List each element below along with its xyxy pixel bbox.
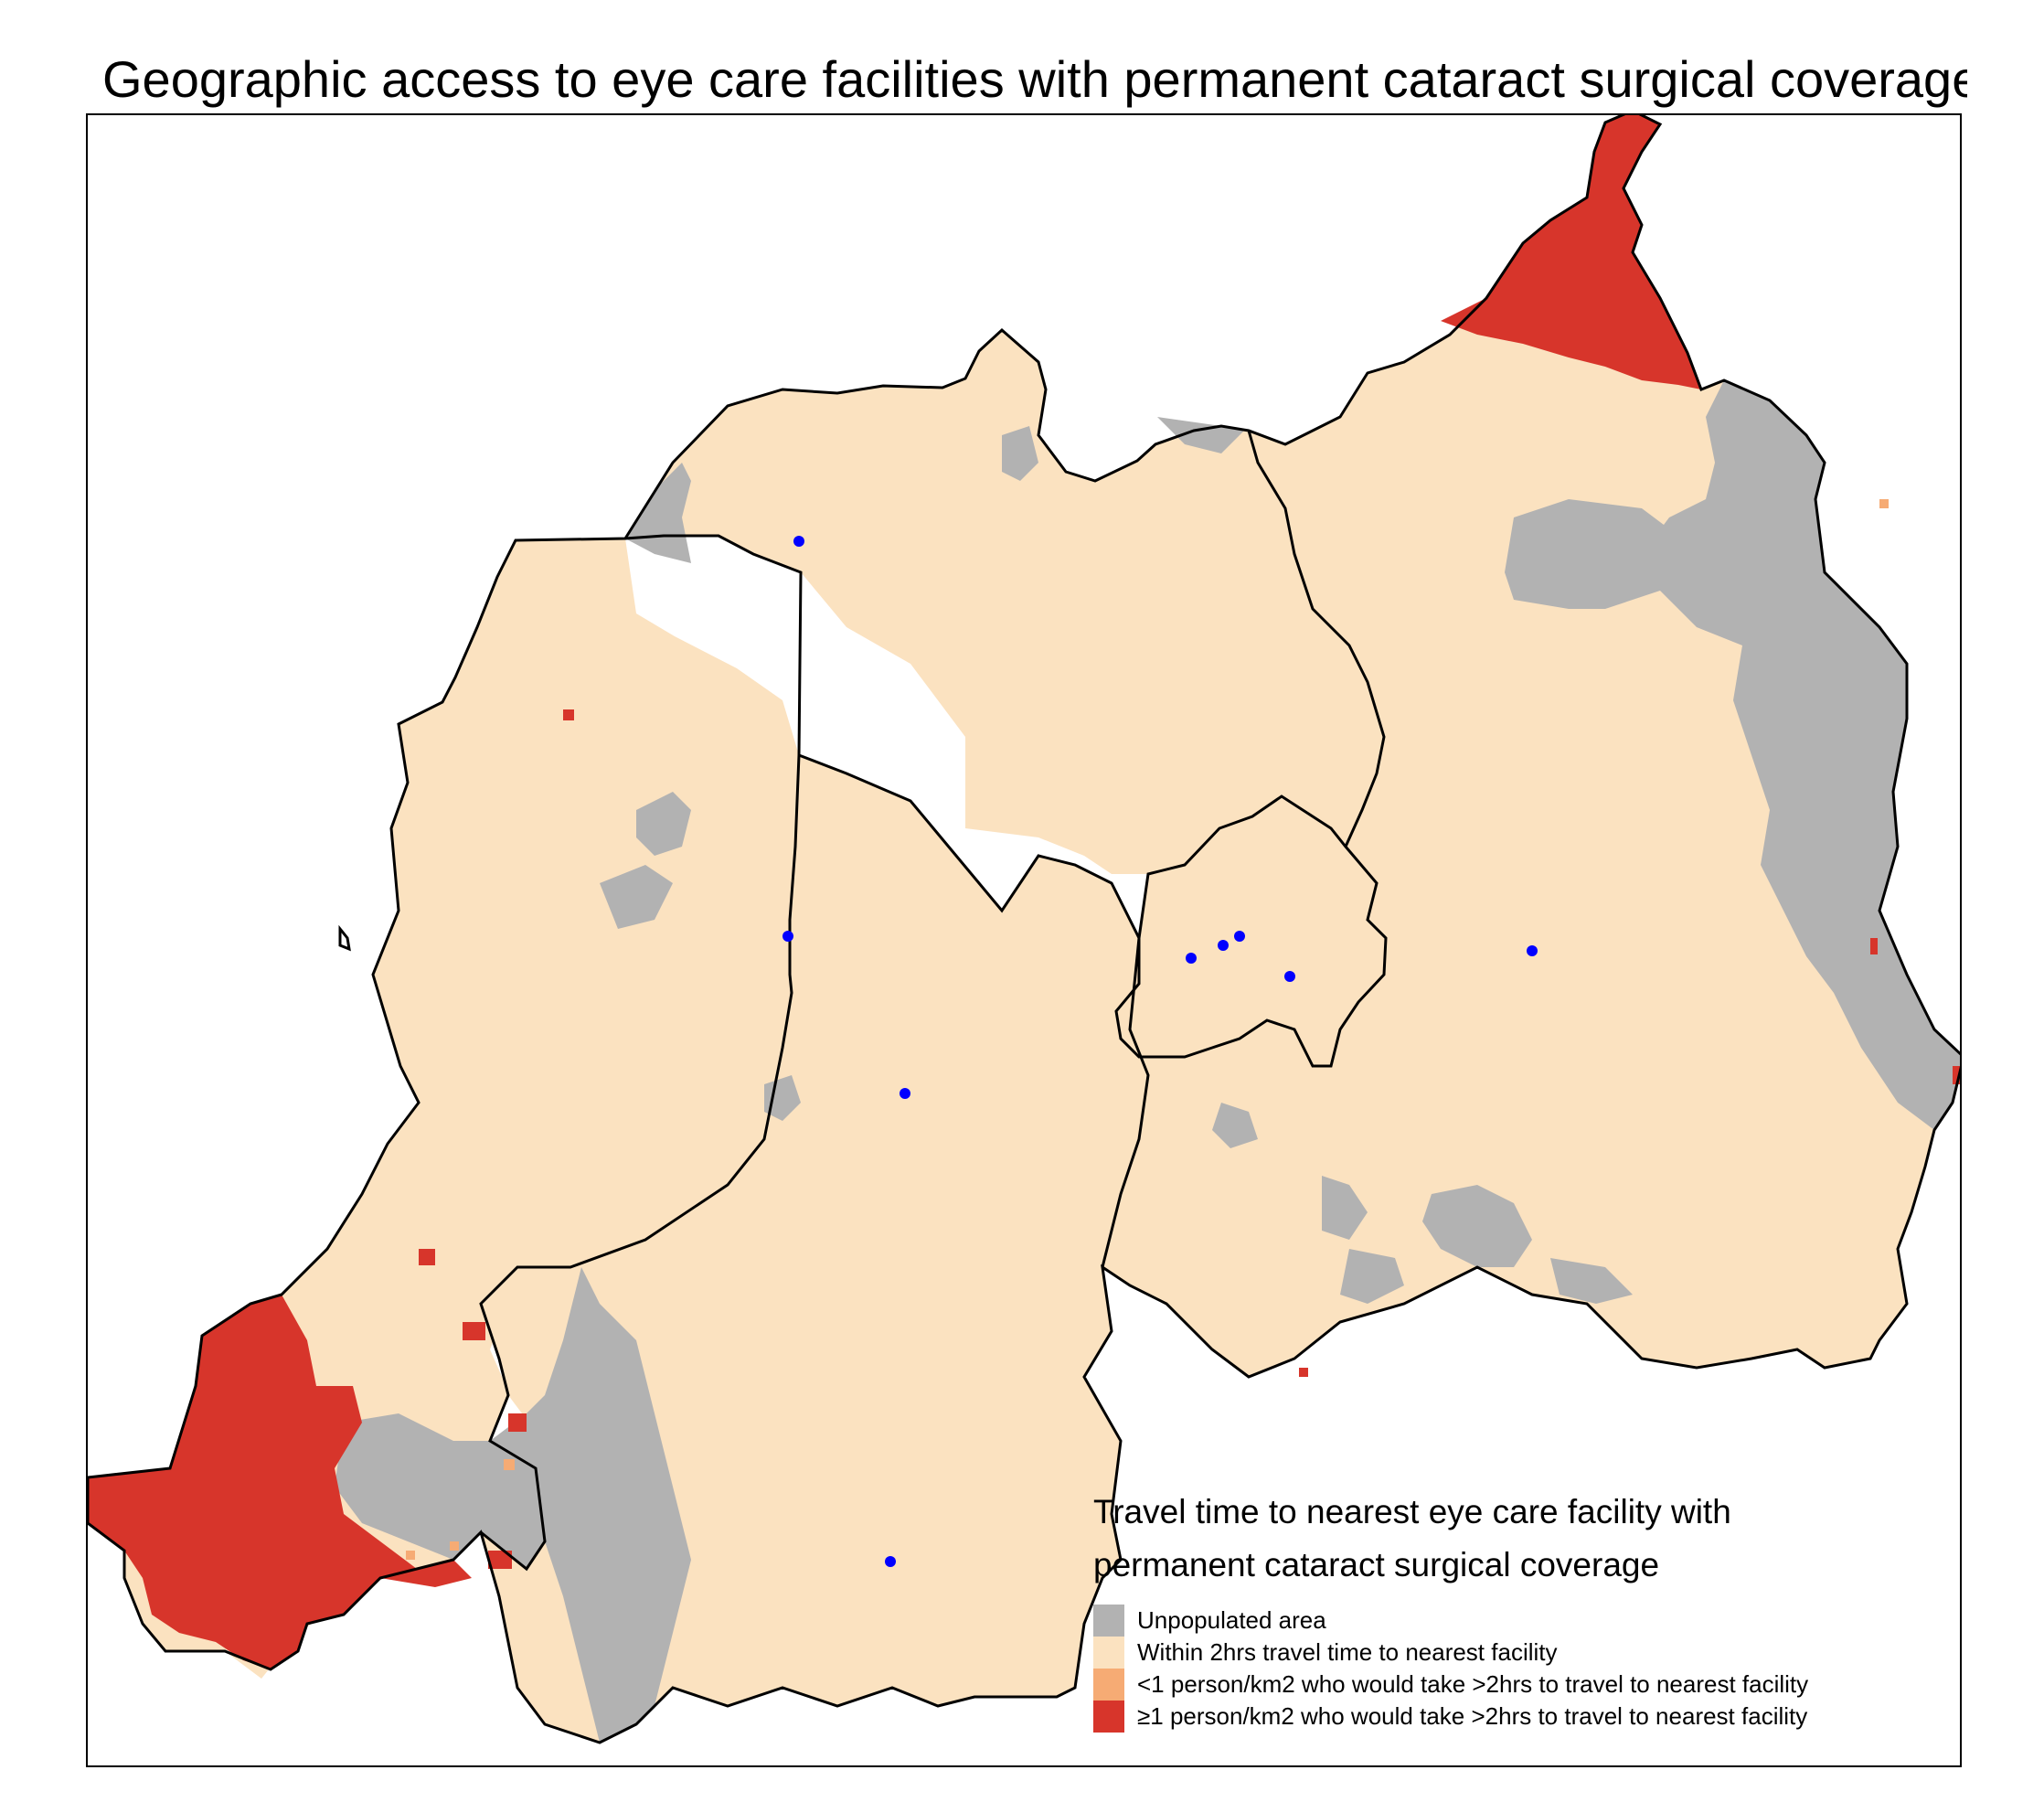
facility-marker	[1218, 940, 1229, 951]
legend-label: <1 person/km2 who would take >2hrs to tr…	[1137, 1670, 1809, 1698]
legend-item-low-density: <1 person/km2 who would take >2hrs to tr…	[1093, 1669, 1953, 1701]
map-panel	[86, 113, 1962, 1767]
region-north	[625, 330, 1384, 874]
legend-swatch	[1093, 1701, 1124, 1733]
legend-title-line2: permanent cataract surgical coverage	[1093, 1546, 1660, 1583]
legend-label: Unpopulated area	[1137, 1606, 1326, 1634]
legend-item-unpopulated: Unpopulated area	[1093, 1605, 1953, 1637]
facility-marker	[1527, 945, 1538, 956]
facility-marker	[793, 536, 804, 547]
legend-item-high-density: ≥1 person/km2 who would take >2hrs to tr…	[1093, 1701, 1953, 1733]
low-density-over-2hrs	[406, 499, 1889, 1560]
facility-marker	[885, 1556, 896, 1567]
legend-label: Within 2hrs travel time to nearest facil…	[1137, 1638, 1558, 1666]
facility-marker	[1234, 931, 1245, 942]
legend-item-within-2hrs: Within 2hrs travel time to nearest facil…	[1093, 1637, 1953, 1669]
legend-title-line1: Travel time to nearest eye care facility…	[1093, 1493, 1731, 1530]
legend-swatch	[1093, 1669, 1124, 1701]
province-borders	[88, 115, 1960, 1744]
facility-marker	[1284, 971, 1295, 982]
facility-marker	[782, 931, 793, 942]
high-density-over-2hrs	[88, 115, 1960, 1669]
legend: Travel time to nearest eye care facility…	[1093, 1486, 1953, 1733]
facility-marker	[900, 1088, 910, 1099]
legend-items: Unpopulated area Within 2hrs travel time…	[1093, 1605, 1953, 1733]
legend-swatch	[1093, 1637, 1124, 1669]
facility-markers	[782, 536, 1538, 1567]
facility-marker	[1186, 953, 1197, 964]
legend-swatch	[1093, 1605, 1124, 1637]
legend-label: ≥1 person/km2 who would take >2hrs to tr…	[1137, 1702, 1808, 1730]
map-title: Geographic access to eye care facilities…	[102, 50, 1967, 108]
unpopulated-areas	[335, 380, 1960, 1743]
map-canvas	[88, 115, 1960, 1744]
region-kigali	[1116, 796, 1386, 1066]
